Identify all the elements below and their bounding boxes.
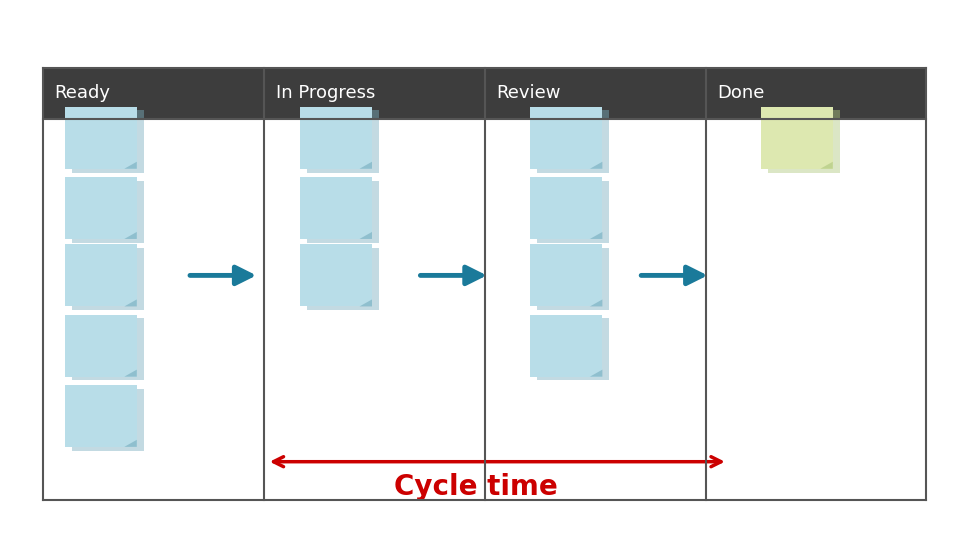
Polygon shape (124, 369, 136, 377)
Polygon shape (124, 162, 136, 168)
Bar (65, 314, 137, 377)
Polygon shape (359, 299, 372, 306)
Polygon shape (359, 232, 372, 239)
Bar (72, 248, 144, 310)
Polygon shape (359, 162, 372, 168)
Bar (264, 68, 485, 119)
Polygon shape (820, 162, 832, 168)
Bar (72, 388, 144, 450)
Bar (300, 177, 372, 239)
Polygon shape (589, 162, 603, 168)
Bar (485, 68, 706, 119)
Text: Done: Done (717, 84, 764, 102)
Bar (72, 319, 144, 380)
Text: Cycle time: Cycle time (394, 473, 558, 501)
Bar (65, 106, 137, 168)
Bar (72, 111, 144, 173)
Bar (307, 111, 378, 173)
Bar (530, 106, 603, 168)
Bar (65, 244, 137, 306)
Polygon shape (124, 299, 136, 306)
Bar (768, 111, 839, 173)
Bar (706, 68, 926, 119)
Text: Review: Review (496, 84, 561, 102)
Bar (300, 106, 372, 168)
Bar (307, 180, 378, 243)
Bar (65, 384, 137, 447)
Bar (300, 244, 372, 306)
Text: Ready: Ready (55, 84, 110, 102)
Bar (65, 177, 137, 239)
Bar (538, 111, 609, 173)
Text: In Progress: In Progress (276, 84, 375, 102)
Bar (538, 319, 609, 380)
Bar (43, 68, 264, 119)
Polygon shape (589, 299, 603, 306)
Polygon shape (124, 440, 136, 447)
Bar (72, 180, 144, 243)
Bar (530, 244, 603, 306)
Bar (530, 177, 603, 239)
Bar (538, 248, 609, 310)
Bar (43, 68, 926, 500)
Polygon shape (589, 232, 603, 239)
Polygon shape (589, 369, 603, 377)
Bar (530, 314, 603, 377)
Polygon shape (124, 232, 136, 239)
Bar (760, 106, 832, 168)
Bar (307, 248, 378, 310)
Bar (538, 180, 609, 243)
